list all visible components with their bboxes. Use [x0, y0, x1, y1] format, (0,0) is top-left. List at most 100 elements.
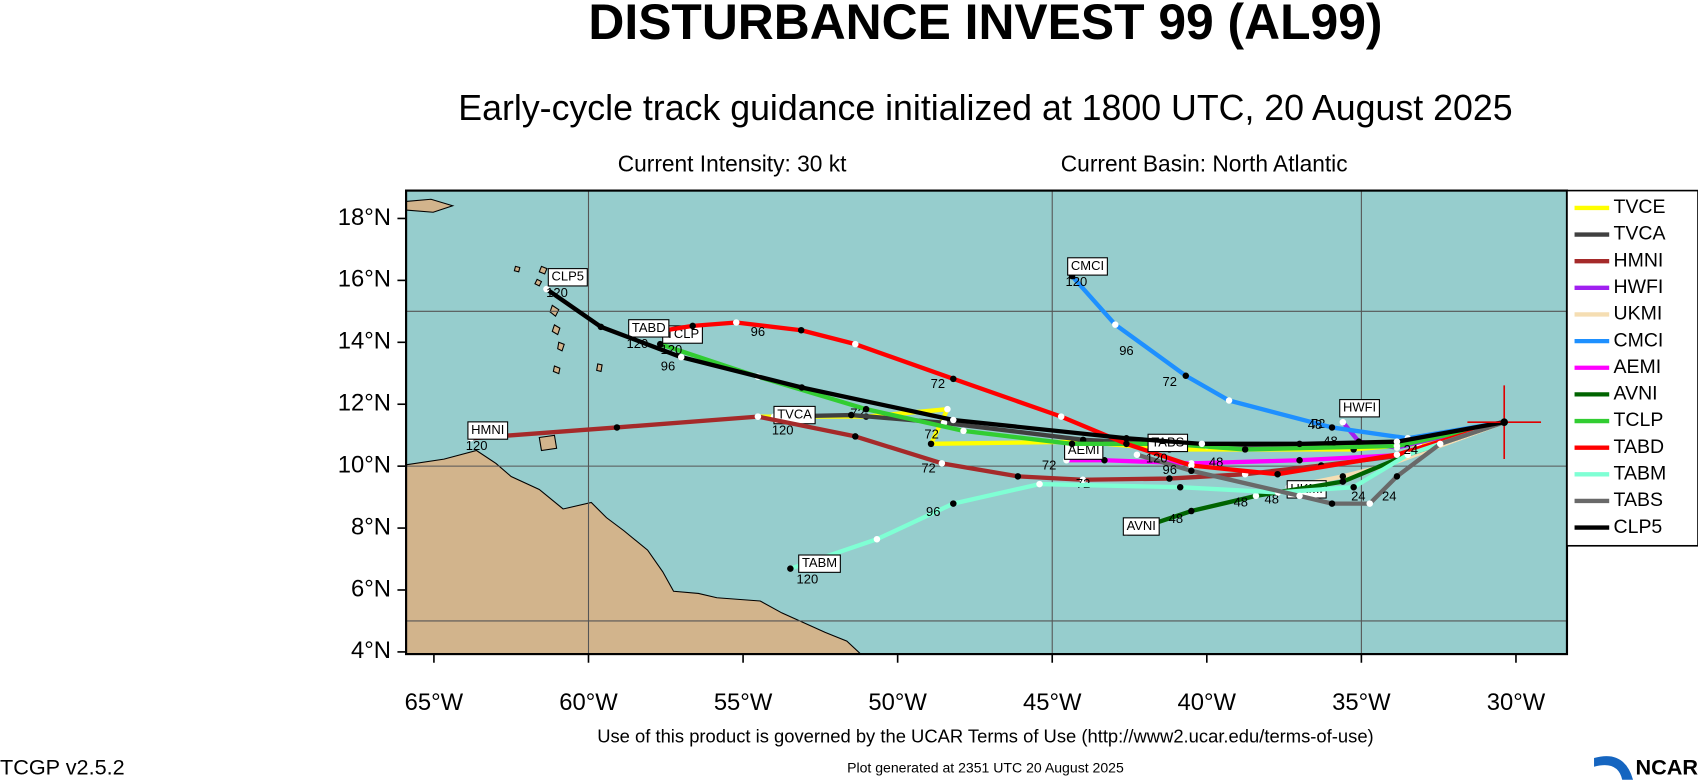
end-hour-label: 120: [1066, 274, 1088, 289]
end-hour-label: 120: [466, 438, 488, 453]
x-tick-label: 60°W: [559, 689, 618, 716]
track-point: [797, 326, 805, 334]
track-point: [798, 384, 806, 391]
legend-label: TVCA: [1614, 223, 1666, 245]
legend-label: AVNI: [1614, 383, 1658, 405]
legend-label: TCLP: [1614, 409, 1664, 431]
end-hour-label: 120: [772, 423, 794, 438]
track-point: [1393, 438, 1401, 445]
track-point: [950, 375, 957, 383]
y-tick-label: 4°N: [351, 637, 391, 664]
title: DISTURBANCE INVEST 99 (AL99): [588, 0, 1382, 50]
track-point: [1339, 473, 1347, 480]
y-tick-label: 12°N: [338, 390, 391, 417]
track-point: [1188, 507, 1195, 515]
hour-label: 24: [1404, 442, 1418, 457]
track-point: [1328, 500, 1336, 507]
track-point: [1068, 440, 1076, 448]
track-point: [1133, 451, 1141, 458]
track-point: [938, 460, 946, 467]
track-point: [1188, 467, 1195, 475]
track-point: [1166, 475, 1173, 482]
track-point: [1393, 451, 1401, 458]
grid: [406, 190, 1567, 655]
end-hour-label: 120: [1146, 451, 1168, 466]
intensity: Current Intensity: 30 kt: [618, 151, 847, 177]
track-label: CLP5: [552, 269, 584, 284]
hour-label: 72: [921, 461, 935, 476]
legend-label: HMNI: [1614, 249, 1664, 271]
hour-label: 72: [1162, 374, 1176, 389]
track-label-box: [1339, 399, 1380, 418]
lesser-antilles: [513, 265, 603, 375]
track-point: [1296, 457, 1303, 464]
y-tick-label: 8°N: [351, 513, 391, 540]
hour-label: 72: [931, 376, 945, 391]
tracks: 7272TVCA1207272HMNI12072HWFI48UKMI967248…: [466, 257, 1542, 586]
track-point: [1393, 473, 1401, 480]
hour-label: 96: [661, 359, 675, 374]
track-point: [677, 353, 685, 361]
track-label-box: [1067, 257, 1108, 276]
hour-label: 48: [1308, 417, 1322, 432]
logo: NCAR: [1635, 755, 1698, 780]
hour-label: 24: [1351, 489, 1365, 504]
track-label: HMNI: [471, 422, 504, 437]
hour-label: 96: [751, 324, 765, 339]
track-point: [1225, 397, 1233, 404]
hour-label: 72: [1042, 458, 1056, 473]
legend-label: AEMI: [1614, 356, 1662, 378]
track-label-box: [798, 554, 841, 573]
track-point: [613, 424, 621, 431]
track-point: [960, 427, 967, 435]
track-point: [1014, 473, 1022, 480]
south-america: [406, 449, 862, 655]
end-hour-label: 120: [546, 285, 568, 300]
y-tick-label: 14°N: [338, 328, 391, 355]
track-point: [597, 323, 605, 331]
x-tick-label: 45°W: [1023, 689, 1082, 716]
legend-label: CLP5: [1614, 516, 1663, 538]
track-label-box: [1122, 517, 1160, 536]
legend-label: HWFI: [1614, 276, 1664, 298]
end-hour-label: 120: [797, 571, 819, 586]
y-tick-label: 6°N: [351, 575, 391, 602]
track-point: [1241, 446, 1249, 453]
y-tick-label: 18°N: [338, 204, 391, 231]
track-point: [1123, 435, 1130, 442]
track-point: [1339, 418, 1347, 426]
track-point: [852, 340, 859, 348]
track-label-box: [467, 421, 509, 440]
version: TCGP v2.5.2: [0, 755, 125, 780]
hour-label: 48: [1169, 511, 1183, 526]
track-point: [873, 535, 881, 543]
track-label: TABM: [802, 555, 837, 570]
track-label: HWFI: [1343, 400, 1376, 415]
x-tick-label: 55°W: [714, 689, 773, 716]
x-tick-label: 50°W: [868, 689, 927, 716]
track-point: [1350, 483, 1357, 491]
track-point: [1057, 413, 1065, 420]
track-point: [1296, 440, 1303, 448]
legend-label: TABM: [1614, 462, 1667, 484]
track-point: [656, 340, 664, 348]
x-tick-label: 35°W: [1332, 689, 1391, 716]
legend-label: TABD: [1614, 436, 1665, 458]
x-tick-label: 30°W: [1487, 689, 1546, 716]
track-label-box: [628, 319, 670, 338]
track-point: [1252, 492, 1260, 500]
hour-label: 96: [1119, 343, 1133, 358]
track-point: [1176, 483, 1184, 491]
track-point: [950, 500, 957, 507]
x-tick-label: 65°W: [405, 689, 464, 716]
legend: TVCE TVCA HMNI HWFI UKMI CMCI AEMI AVNI TCLP TABD…: [1574, 196, 1667, 538]
track-point: [848, 411, 855, 419]
initial-point: [1500, 418, 1509, 426]
track-point: [1436, 440, 1444, 448]
legend-label: TVCE: [1614, 196, 1666, 218]
legend-label: TABS: [1614, 489, 1663, 511]
track-point: [1036, 480, 1043, 488]
hour-label: 48: [1323, 433, 1337, 448]
track-point: [733, 319, 740, 326]
